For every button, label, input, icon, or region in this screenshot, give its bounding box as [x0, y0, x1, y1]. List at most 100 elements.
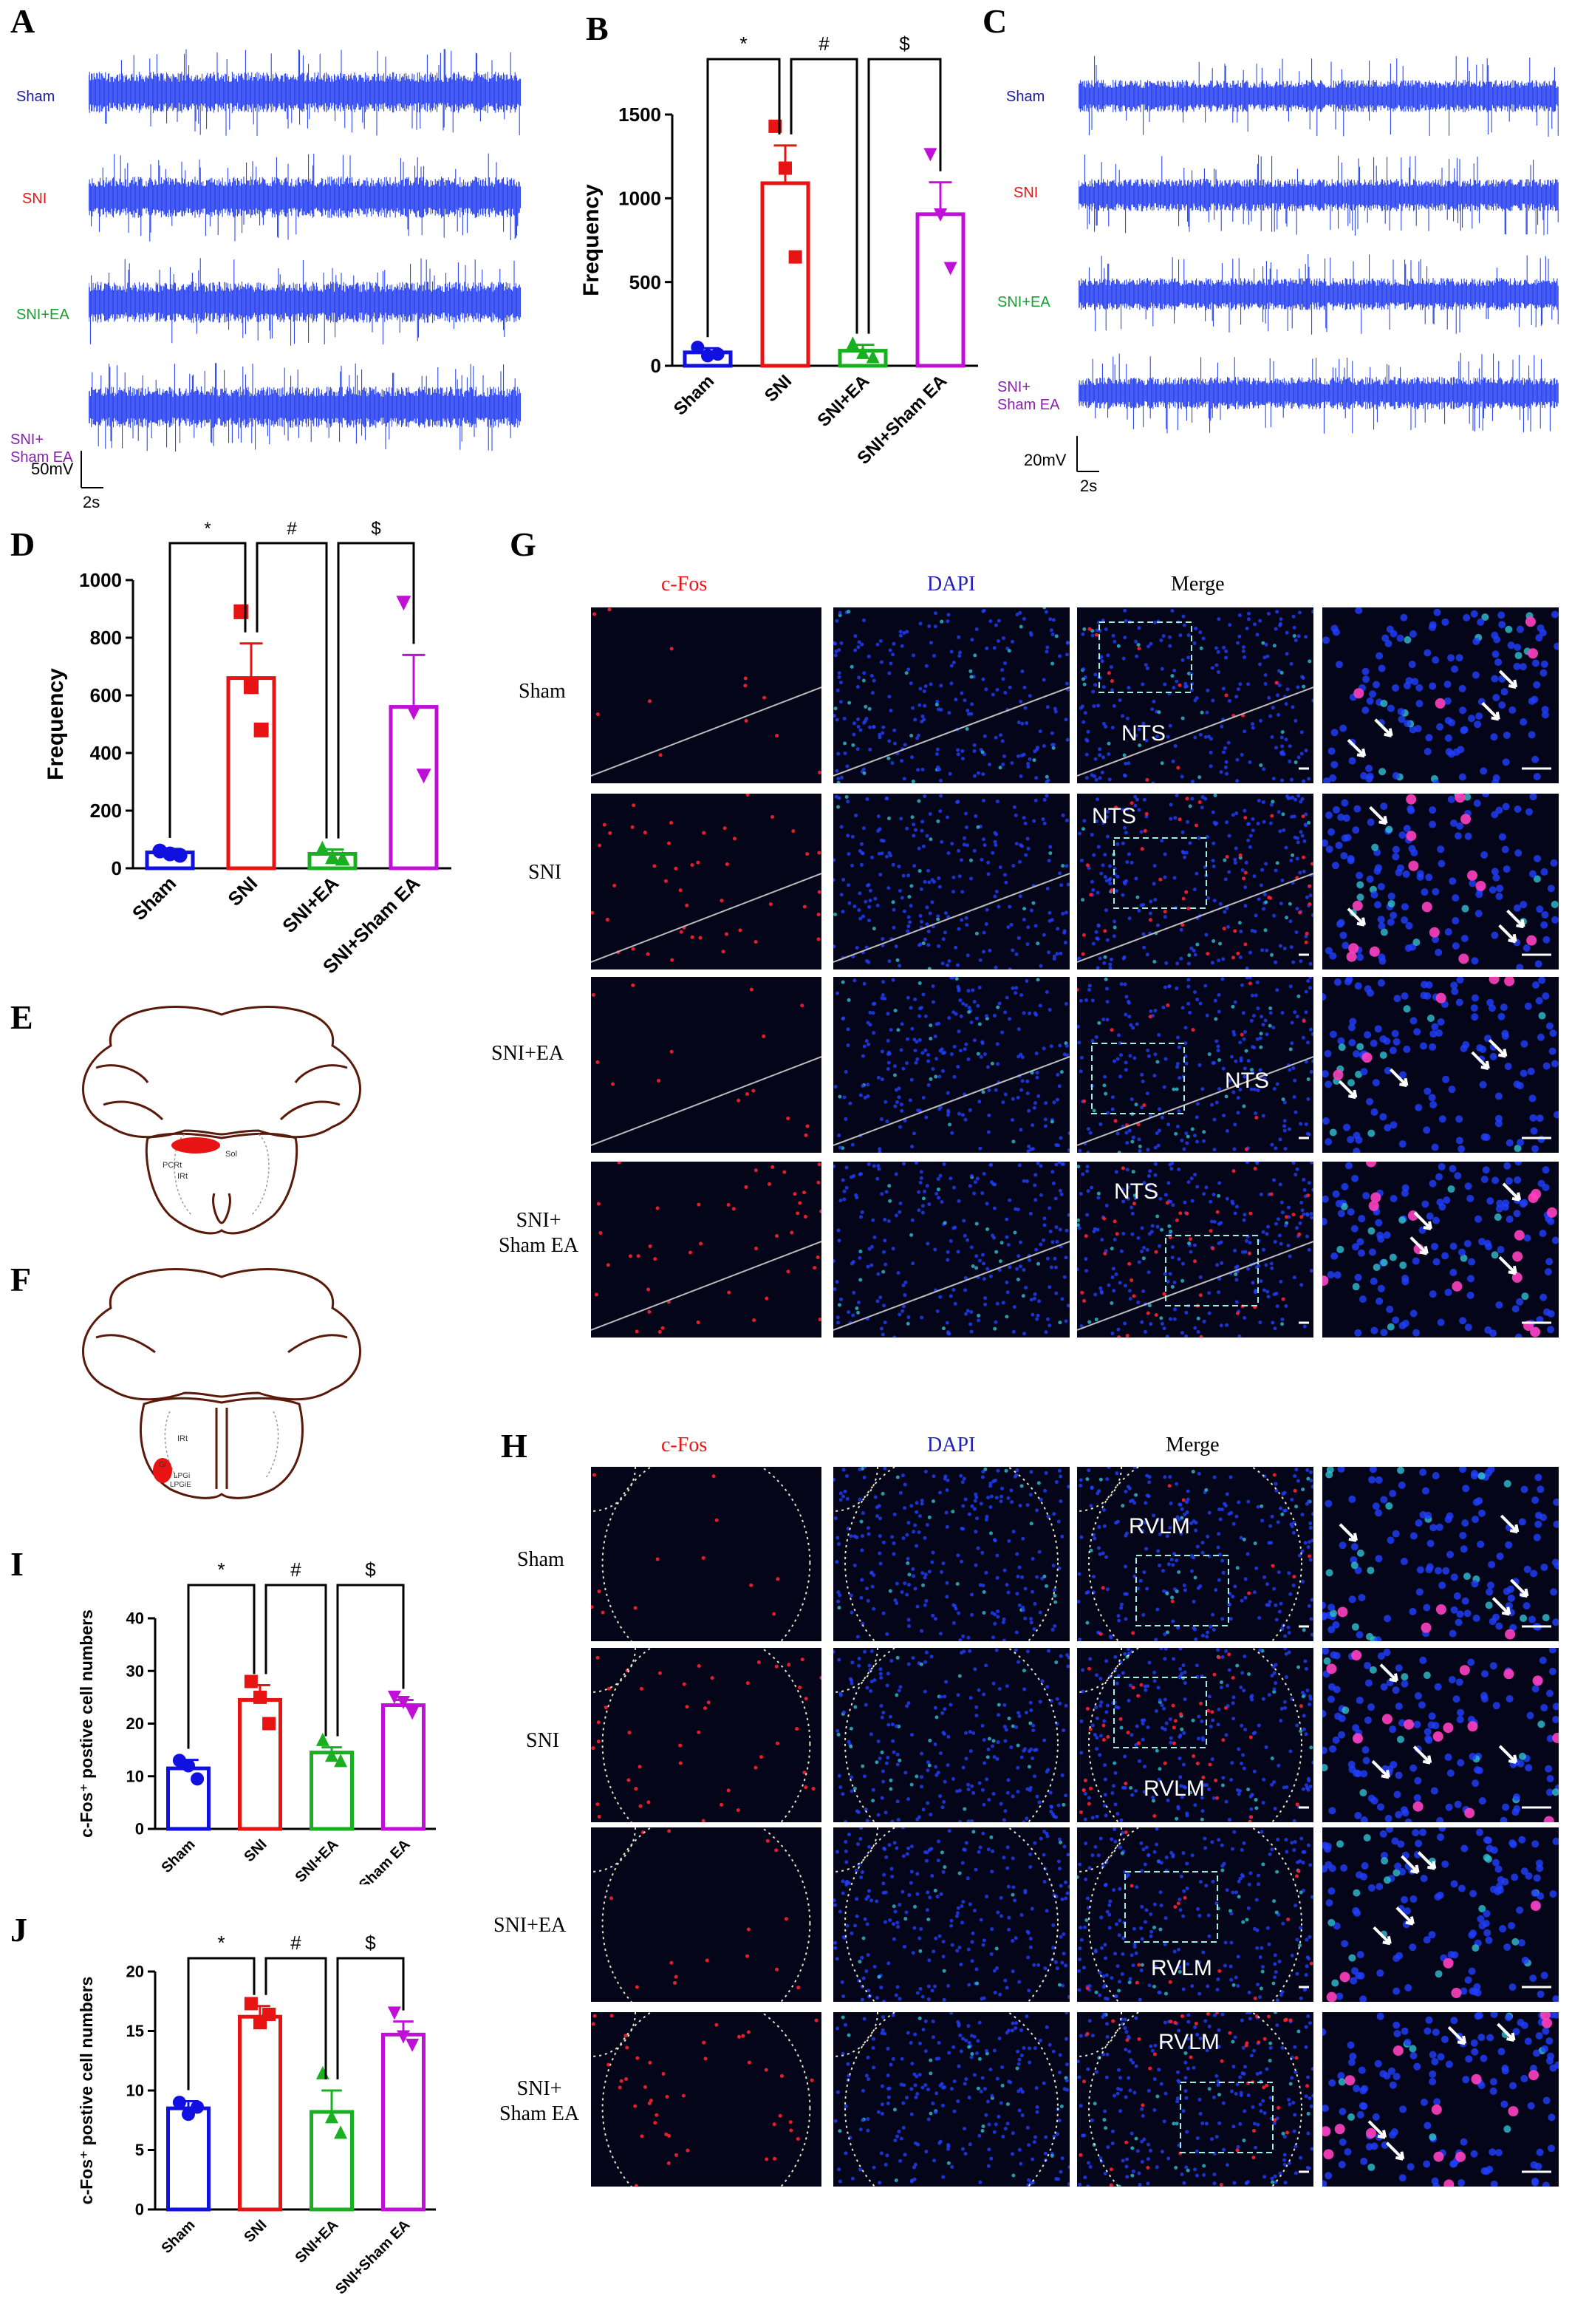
region-label: NTS [1225, 1069, 1269, 1093]
h-row-sni: SNI [526, 1729, 560, 1752]
category-label: SNI [761, 371, 796, 406]
y-tick-label: 20 [126, 1963, 144, 1981]
significance-marker: # [819, 33, 830, 55]
atlas-e-label-0: PCRt [163, 1161, 182, 1170]
significance-bracket [264, 1957, 327, 2079]
scale-bar-a [81, 451, 103, 488]
arrow-icon [1374, 718, 1393, 737]
region-label: NTS [1121, 721, 1166, 746]
chart-j: 0 5 10 15 20 c-Fos⁺ postive cell numbers Sham S… [77, 1932, 436, 2297]
scale-bar-c [1076, 436, 1099, 472]
h-row-snishamea: SNI+ Sham EA [499, 2077, 580, 2125]
y-tick-label: 0 [135, 2201, 144, 2219]
data-point [934, 208, 947, 222]
h-header-dapi: DAPI [927, 1434, 976, 1456]
g-header-cfos: c-Fos [661, 573, 708, 596]
panel-label-j: J [10, 1911, 27, 1949]
significance-bracket [264, 1584, 327, 1737]
data-point [172, 2096, 186, 2110]
y-axis-label: c-Fos⁺ postive cell numbers [77, 1609, 96, 1838]
y-tick-label: 0 [651, 355, 661, 377]
significance-bracket [168, 542, 247, 838]
region-label: RVLM [1129, 1514, 1190, 1538]
micrograph-panel_h-r2-c0 [591, 1827, 821, 2002]
arrow-icon [1369, 805, 1388, 825]
arrow-icon [1347, 738, 1367, 758]
trace-label-sniea-c: SNI+EA [997, 294, 1050, 310]
y-tick-label: 30 [126, 1662, 144, 1680]
data-point [172, 848, 188, 863]
y-tick-label: 800 [90, 627, 122, 649]
atlas-e-label-2: Sol [225, 1150, 237, 1159]
arrow-icon [1401, 1855, 1420, 1874]
g-row-sni: SNI [528, 861, 562, 884]
y-tick-label: 400 [90, 742, 122, 764]
arrow-icon [1481, 702, 1500, 721]
significance-marker: # [290, 1932, 301, 1954]
y-tick-label: 10 [126, 2082, 144, 2100]
arrow-icon [1497, 2023, 1516, 2042]
micrograph-panel_g-r0-c2: NTS [1077, 607, 1313, 783]
arrow-icon [1390, 1068, 1409, 1088]
data-point [866, 350, 880, 364]
data-point [191, 2100, 205, 2114]
data-point [262, 2007, 276, 2021]
bar [381, 1703, 426, 1831]
micrograph-panel_h-r1-c3 [1322, 1648, 1559, 1822]
significance-bracket [706, 58, 781, 338]
arrow-icon [1412, 1745, 1432, 1765]
arrow-icon [1500, 1514, 1520, 1534]
micrograph-panel_h-r1-c0 [591, 1648, 821, 1822]
y-tick-label: 1000 [618, 187, 661, 209]
category-label: SNI+EA [813, 371, 873, 431]
arrow-icon [1385, 2141, 1405, 2161]
arrow-icon [1498, 1255, 1517, 1275]
micrograph-panel_g-r2-c2: NTS [1077, 977, 1313, 1153]
category-label: Sham [158, 1836, 198, 1876]
arrow-icon [1409, 1236, 1429, 1255]
data-point [943, 262, 957, 276]
panel-label-e: E [10, 998, 33, 1036]
arrow-icon [1471, 1051, 1490, 1070]
voltage-trace [1079, 253, 1559, 335]
arrow-icon [1447, 2025, 1467, 2045]
data-point [397, 2030, 410, 2044]
data-point [846, 336, 860, 350]
atlas-f-label-0: IRt [177, 1434, 188, 1443]
data-point [923, 148, 937, 162]
y-tick-label: 15 [126, 2022, 144, 2040]
micrograph-panel_g-r2-c0 [591, 977, 821, 1153]
arrow-icon [1367, 2120, 1387, 2139]
region-label: NTS [1092, 804, 1136, 828]
category-label: SNI [223, 872, 262, 910]
micrograph-panel_h-r1-c2: RVLM [1077, 1648, 1313, 1822]
category-label: SNI+Sham EA [332, 1836, 413, 1884]
g-header-merge: Merge [1171, 573, 1225, 596]
arrow-icon [1502, 1182, 1522, 1202]
micrograph-panel_g-r3-c3 [1322, 1162, 1559, 1338]
category-label: Sham [128, 872, 180, 924]
panel-label-g: G [510, 525, 536, 563]
micrograph-panel_g-r2-c3 [1322, 977, 1559, 1153]
trace-group-c [1079, 55, 1559, 434]
bar [760, 181, 810, 368]
arrow-icon [1488, 1039, 1508, 1058]
atlas-f-label-1: Gi [159, 1461, 166, 1469]
category-label: SNI [241, 1836, 270, 1865]
panel-label-h: H [501, 1427, 527, 1465]
significance-marker: # [287, 519, 297, 539]
data-point [315, 1732, 329, 1746]
y-axis-label: c-Fos⁺ postive cell numbers [77, 1977, 96, 2205]
significance-marker: * [217, 1932, 225, 1954]
micrograph-panel_h-r3-c3 [1322, 2012, 1559, 2187]
significance-bracket [187, 1957, 256, 2090]
significance-marker: * [217, 1559, 225, 1581]
voltage-trace [1079, 55, 1559, 137]
significance-bracket [336, 1957, 405, 2079]
scale-v-c: 20mV [1024, 451, 1067, 469]
atlas-f-label-2: LPGi [174, 1472, 190, 1480]
data-point [334, 1754, 348, 1768]
micrograph-panel_h-r0-c2: RVLM [1077, 1467, 1313, 1641]
data-point [701, 349, 714, 363]
